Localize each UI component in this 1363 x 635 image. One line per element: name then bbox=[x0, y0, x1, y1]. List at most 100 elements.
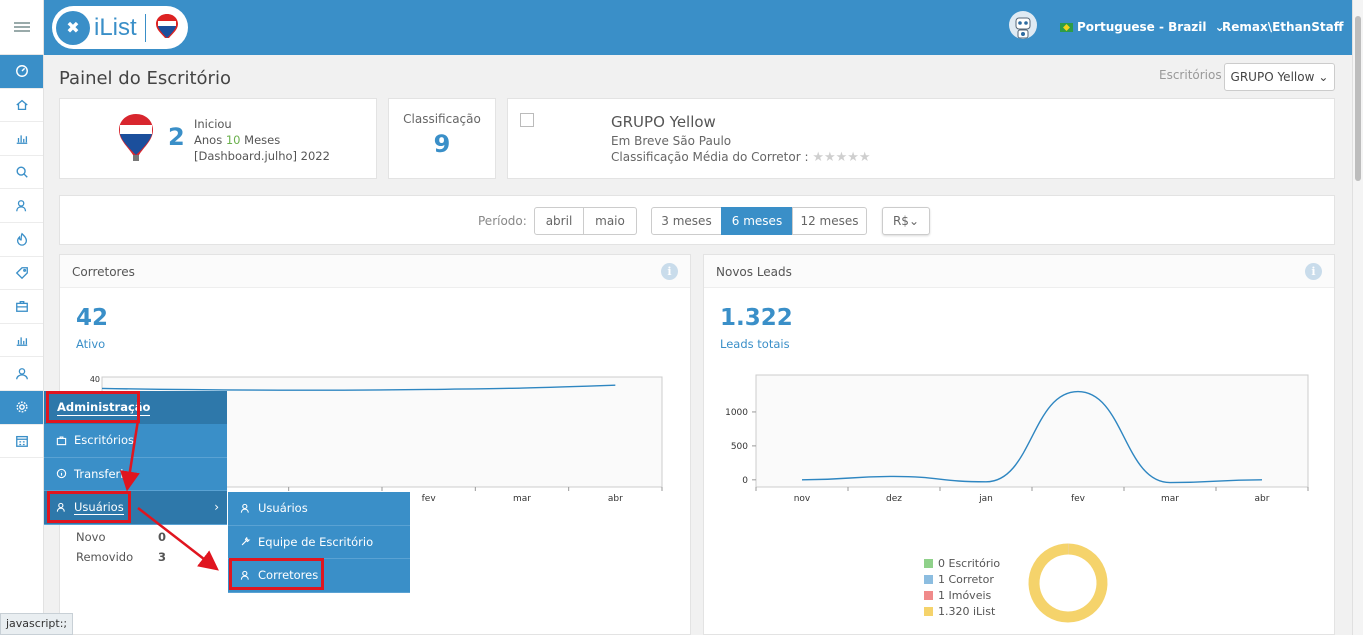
x-tick-label: mar bbox=[513, 494, 531, 504]
leads-panel: Novos Leads i 1.322 Leads totais nov dez j… bbox=[703, 254, 1335, 635]
remax-balloon-icon bbox=[155, 13, 178, 38]
logo-divider bbox=[144, 13, 146, 42]
chevron-down-icon: ⌄ bbox=[908, 214, 920, 228]
range-button-6-months[interactable]: 6 meses bbox=[721, 207, 793, 235]
y-tick-label: 500 bbox=[731, 442, 748, 452]
leads-line-chart: nov dez jan fev mar abr 1000 500 0 bbox=[725, 374, 1309, 504]
info-icon[interactable]: i bbox=[661, 263, 678, 280]
gear-icon[interactable] bbox=[0, 390, 43, 425]
office-select-value: GRUPO Yellow bbox=[1230, 70, 1315, 84]
tenure-card: 2 Iniciou Anos 10 Meses [Dashboard.julho… bbox=[59, 98, 377, 179]
y-tick-label: 1000 bbox=[725, 408, 748, 418]
range-button-3-months[interactable]: 3 meses bbox=[651, 207, 722, 235]
user-icon[interactable] bbox=[0, 357, 43, 391]
period-label: Período: bbox=[478, 214, 527, 228]
scrollbar-thumb[interactable] bbox=[1355, 16, 1361, 181]
leads-panel-header: Novos Leads i bbox=[704, 255, 1334, 288]
ranking-card: Classificação 9 bbox=[388, 98, 496, 179]
submenu-item-brokers[interactable]: Corretores bbox=[228, 559, 410, 593]
start-date: [Dashboard.julho] 2022 bbox=[194, 149, 330, 163]
users-submenu: Usuários Equipe de Escritório Corretores bbox=[228, 492, 410, 593]
started-label: Iniciou bbox=[194, 117, 232, 131]
chevron-down-icon: ⌄ bbox=[1318, 70, 1329, 84]
range-button-12-months[interactable]: 12 meses bbox=[792, 207, 867, 235]
wrench-icon bbox=[241, 537, 251, 546]
rating-stars-icon: ★★★★★ bbox=[812, 150, 871, 165]
currency-value: R$ bbox=[892, 214, 909, 228]
ranking-value: 9 bbox=[433, 130, 451, 158]
user-menu[interactable]: Remax\EthanStaff bbox=[1222, 20, 1344, 34]
office-select[interactable]: GRUPO Yellow ⌄ bbox=[1224, 63, 1335, 91]
menu-item-offices[interactable]: Escritórios bbox=[44, 424, 227, 458]
month-button-abril[interactable]: abril bbox=[534, 207, 584, 235]
legend-swatch bbox=[924, 559, 933, 568]
brokers-panel-title: Corretores bbox=[72, 265, 135, 279]
briefcase-icon[interactable] bbox=[0, 290, 43, 324]
office-city: Em Breve São Paulo bbox=[611, 134, 732, 148]
donut-slice bbox=[1028, 543, 1108, 623]
page-scrollbar[interactable] bbox=[1352, 0, 1363, 635]
logo-text: iList bbox=[94, 13, 137, 41]
stat-value: 0 bbox=[158, 530, 167, 544]
user-search-icon[interactable] bbox=[0, 189, 43, 223]
currency-dropdown[interactable]: R$ ⌄ bbox=[882, 207, 930, 235]
x-tick-label: abr bbox=[1255, 494, 1270, 504]
x-tick-label: fev bbox=[1071, 494, 1086, 504]
status-bar-url: javascript:; bbox=[0, 613, 74, 635]
info-circle-icon bbox=[56, 469, 67, 479]
building-icon[interactable] bbox=[0, 425, 43, 459]
menu-item-users[interactable]: Usuários › bbox=[44, 491, 227, 525]
month-button-maio[interactable]: maio bbox=[583, 207, 637, 235]
assistant-robot-icon[interactable] bbox=[1008, 10, 1038, 44]
info-icon[interactable]: i bbox=[1305, 263, 1322, 280]
tenure-detail: Anos 10 Meses bbox=[194, 132, 330, 148]
years-label: Anos bbox=[194, 133, 223, 147]
user-icon bbox=[240, 503, 249, 513]
tag-icon[interactable] bbox=[0, 257, 43, 291]
legend-swatch bbox=[924, 575, 933, 584]
brokers-active-label: Ativo bbox=[76, 337, 106, 351]
menu-item-transfer[interactable]: Transferir bbox=[44, 457, 227, 491]
ilist-mark-icon: ✖ bbox=[56, 10, 90, 45]
tenure-months: 10 bbox=[225, 133, 241, 147]
x-tick-label: abr bbox=[608, 494, 623, 504]
period-filter-bar: Período: abril maio 3 meses 6 meses 12 m… bbox=[59, 195, 1335, 245]
plot-area bbox=[755, 374, 1309, 488]
menu-item-label: Usuários bbox=[74, 499, 124, 515]
stat-label: Novo bbox=[76, 530, 106, 544]
top-bar: ✖ iList Portuguese - Brazil ⌄ Remax\Etha… bbox=[44, 0, 1352, 55]
office-select-label: Escritórios bbox=[1159, 68, 1222, 82]
report-chart-icon[interactable] bbox=[0, 324, 43, 358]
home-icon[interactable] bbox=[0, 89, 43, 123]
x-tick-label: dez bbox=[886, 494, 902, 504]
legend-swatch bbox=[924, 591, 933, 600]
bar-chart-icon[interactable] bbox=[0, 122, 43, 156]
avg-rating-label: Classificação Média do Corretor : bbox=[611, 150, 809, 164]
chevron-down-icon: ⌄ bbox=[1210, 20, 1225, 34]
search-icon[interactable] bbox=[0, 156, 43, 190]
hamburger-menu-icon[interactable] bbox=[0, 0, 43, 55]
user-icon bbox=[240, 570, 249, 580]
months-label: Meses bbox=[244, 133, 281, 147]
leads-total-label: Leads totais bbox=[720, 337, 790, 351]
fire-icon[interactable] bbox=[0, 223, 43, 257]
legend-entry: 1.320 iList bbox=[924, 604, 1000, 620]
chevron-right-icon: › bbox=[214, 500, 219, 515]
dashboard-icon[interactable] bbox=[0, 55, 43, 89]
brazil-flag-icon bbox=[1060, 22, 1073, 32]
submenu-item-users[interactable]: Usuários bbox=[228, 492, 410, 526]
leads-legend: 0 Escritório 1 Corretor 1 Imóveis 1.320 iLi… bbox=[924, 556, 1000, 620]
ranking-label: Classificação bbox=[403, 112, 481, 126]
stat-value: 3 bbox=[158, 550, 167, 564]
ilist-logo[interactable]: ✖ iList bbox=[52, 6, 188, 49]
briefcase-icon bbox=[56, 436, 67, 445]
submenu-item-label: Corretores bbox=[258, 568, 319, 583]
language-selector[interactable]: Portuguese - Brazil ⌄ bbox=[1060, 20, 1225, 34]
y-tick-label: 0 bbox=[742, 476, 748, 486]
tenure-years: 2 bbox=[168, 123, 185, 151]
series-line-leads bbox=[801, 390, 1263, 484]
submenu-item-office-team[interactable]: Equipe de Escritório bbox=[228, 525, 410, 559]
stat-label: Removido bbox=[76, 550, 134, 564]
admin-menu-header[interactable]: Administração bbox=[44, 391, 227, 424]
stat-row-new: Novo 0 bbox=[76, 527, 166, 547]
